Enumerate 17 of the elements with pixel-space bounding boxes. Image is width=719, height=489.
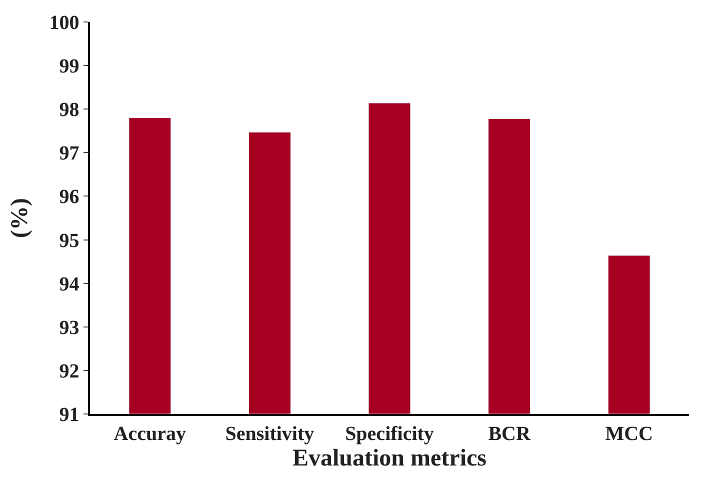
y-tick-label: 97	[59, 142, 80, 165]
y-tick-label: 94	[59, 273, 80, 296]
y-tick-label: 100	[49, 12, 80, 34]
x-tick-label: Accuray	[114, 422, 186, 445]
x-axis-title: Evaluation metrics	[292, 446, 486, 472]
y-tick-label: 96	[59, 186, 80, 208]
x-tick-label: BCR	[488, 422, 531, 445]
x-tick-label: Sensitivity	[225, 422, 314, 445]
y-axis-title: (%)	[6, 198, 33, 238]
x-tick-label: MCC	[605, 422, 653, 445]
y-tick-label: 93	[59, 316, 80, 339]
y-tick-label: 95	[59, 230, 80, 252]
y-tick-label: 92	[59, 360, 80, 382]
y-tick-label: 91	[59, 404, 80, 426]
x-tick-label: Specificity	[345, 422, 434, 445]
y-tick-label: 98	[59, 99, 80, 122]
y-tick-label: 99	[59, 56, 80, 78]
